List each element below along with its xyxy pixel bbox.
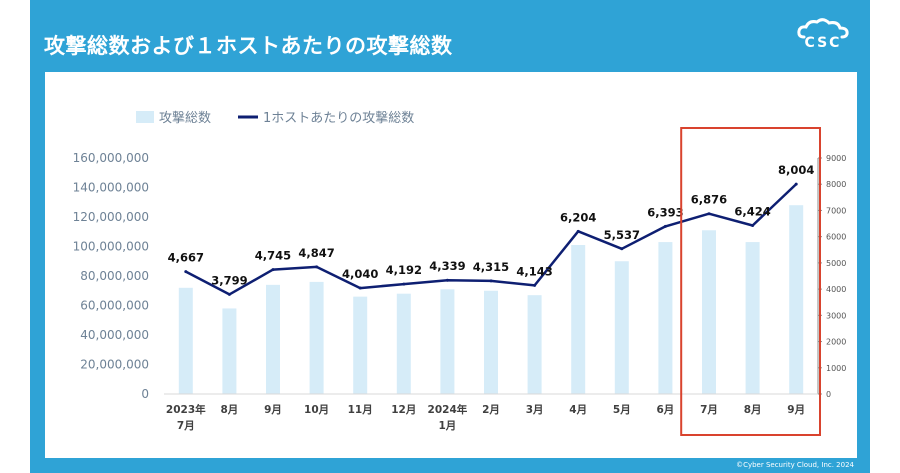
line-point [445, 278, 449, 282]
line-point [620, 247, 624, 251]
y-left-tick-label: 100,000,000 [73, 240, 149, 254]
bar [484, 290, 498, 394]
bar [702, 230, 716, 394]
bar [309, 281, 324, 394]
bar [527, 295, 542, 394]
line-point [402, 282, 406, 286]
line-point [533, 283, 537, 287]
x-tick-label: 6月 [656, 404, 674, 416]
y-left-tick-label: 60,000,000 [80, 299, 149, 313]
y-left-tick-label: 0 [141, 387, 149, 401]
data-label: 6,393 [647, 205, 683, 219]
data-label: 4,315 [473, 260, 509, 274]
data-label: 6,424 [734, 205, 770, 219]
x-tick-label: 8月 [220, 404, 238, 416]
y-right-tick-label: 8000 [826, 180, 846, 189]
x-tick-label: 9月 [787, 404, 805, 416]
line-point [184, 270, 188, 274]
data-label: 4,847 [298, 246, 334, 260]
bar [222, 308, 237, 394]
x-tick-label: 3月 [526, 404, 544, 416]
bar [440, 289, 455, 394]
y-right-tick-label: 7000 [826, 206, 846, 215]
data-label: 4,143 [516, 264, 552, 278]
x-tick-label: 7月 [177, 420, 195, 432]
y-right-tick-label: 5000 [826, 259, 846, 268]
logo-text: CSC [804, 35, 842, 51]
data-label: 5,537 [604, 228, 640, 242]
bar [178, 287, 193, 394]
line-point [358, 286, 362, 290]
chart: 攻撃総数 1ホストあたりの攻撃総数 0 20,000,000 40,000,000 60,… [73, 110, 846, 436]
y-right-tick-label: 2000 [826, 338, 846, 347]
bar [266, 284, 280, 394]
x-tick-label: 1月 [438, 420, 456, 432]
data-label: 4,040 [342, 267, 378, 281]
chart-panel: 攻撃総数 1ホストあたりの攻撃総数 0 20,000,000 40,000,000 60,… [45, 72, 857, 458]
y-right-tick-label: 9000 [826, 154, 846, 163]
line-point [794, 182, 798, 186]
data-label: 3,799 [211, 273, 247, 287]
x-tick-label: 7月 [700, 404, 718, 416]
data-label: 4,192 [386, 263, 422, 277]
x-tick-label: 5月 [613, 404, 631, 416]
x-tick-label: 2月 [482, 404, 500, 416]
csc-logo: CSC [796, 17, 850, 61]
bar [353, 296, 368, 394]
y-left-tick-label: 160,000,000 [73, 151, 149, 165]
slide-title: 攻撃総数および１ホストあたりの攻撃総数 [44, 34, 453, 58]
bar [789, 205, 804, 394]
y-right-tick-label: 1000 [826, 364, 846, 373]
x-tick-label: 12月 [391, 404, 416, 416]
line-point [576, 229, 580, 233]
copyright-text: ©Cyber Security Cloud, Inc. 2024 [736, 461, 854, 469]
line-point [489, 279, 493, 283]
data-label: 4,667 [168, 251, 204, 265]
x-tick-label: 8月 [744, 404, 762, 416]
data-label: 8,004 [778, 163, 814, 177]
line-point [707, 212, 711, 216]
highlight-box [680, 127, 822, 436]
x-tick-label: 2024年 [428, 403, 468, 416]
bar [745, 242, 760, 394]
data-label: 4,339 [429, 259, 465, 273]
bar [396, 293, 411, 394]
y-right-tick-label: 0 [826, 390, 831, 399]
line-point [227, 292, 231, 296]
y-left-tick-label: 120,000,000 [73, 210, 149, 224]
y-right-tick-label: 3000 [826, 311, 846, 320]
x-tick-label: 9月 [264, 404, 282, 416]
x-tick-label: 10月 [304, 404, 329, 416]
x-tick-label: 11月 [348, 404, 373, 416]
line-point [663, 224, 667, 228]
bar [614, 261, 629, 394]
x-tick-label: 4月 [569, 404, 587, 416]
y-right-tick-label: 6000 [826, 233, 846, 242]
y-left-tick-label: 20,000,000 [80, 358, 149, 372]
legend-line-label: 1ホストあたりの攻撃総数 [263, 110, 414, 126]
y-left-tick-label: 40,000,000 [80, 328, 149, 342]
y-left-tick-label: 80,000,000 [80, 269, 149, 283]
bar [571, 245, 586, 394]
y-right-tick-label: 4000 [826, 285, 846, 294]
legend-bar-swatch [136, 111, 154, 123]
data-label: 6,204 [560, 210, 596, 224]
y-left-tick-label: 140,000,000 [73, 181, 149, 195]
legend-bar-label: 攻撃総数 [159, 110, 211, 126]
x-tick-label: 2023年 [166, 403, 206, 416]
bar [658, 242, 673, 394]
line-point [271, 268, 275, 272]
data-label: 4,745 [255, 249, 291, 263]
line-point [751, 224, 755, 228]
data-label: 6,876 [691, 193, 727, 207]
cloud-icon [797, 18, 849, 39]
line-point [315, 265, 319, 269]
